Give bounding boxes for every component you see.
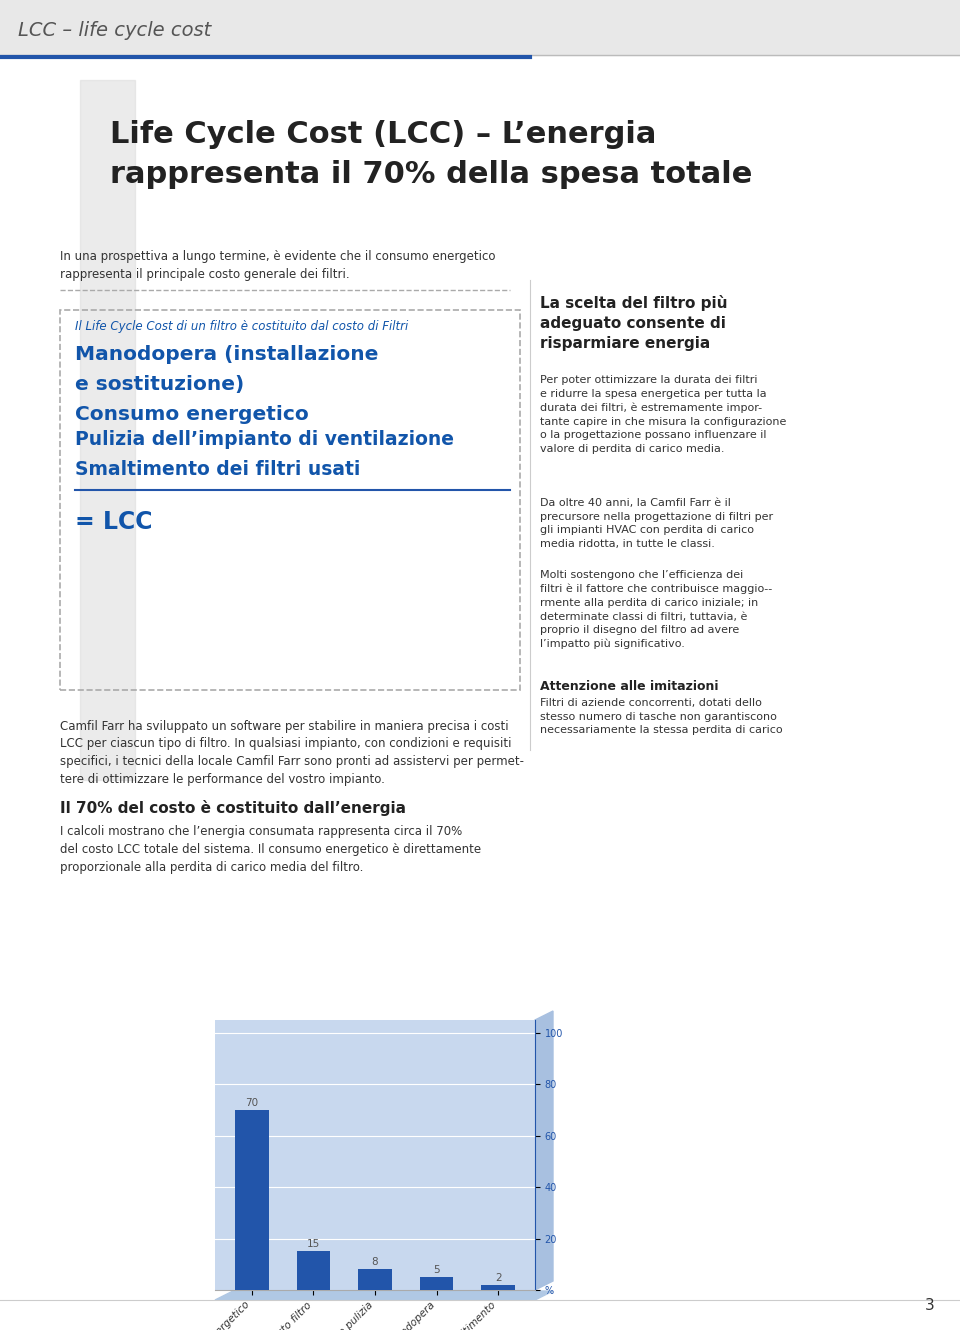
Bar <box>297 1252 330 1290</box>
Text: I calcoli mostrano che l’energia consumata rappresenta circa il 70%
del costo LC: I calcoli mostrano che l’energia consuma… <box>60 825 481 874</box>
Text: 3: 3 <box>925 1298 935 1313</box>
Text: Da oltre 40 anni, la Camfil Farr è il
precursore nella progettazione di filtri p: Da oltre 40 anni, la Camfil Farr è il pr… <box>540 497 773 549</box>
Bar <box>80 80 135 779</box>
Bar <box>0 0 960 55</box>
Text: Attenzione alle imitazioni: Attenzione alle imitazioni <box>540 680 718 693</box>
Bar <box>481 1285 515 1290</box>
Text: Life Cycle Cost (LCC) – L’energia: Life Cycle Cost (LCC) – L’energia <box>110 120 657 149</box>
Text: 8: 8 <box>372 1257 378 1267</box>
Text: Il Life Cycle Cost di un filtro è costituito dal costo di Filtri: Il Life Cycle Cost di un filtro è costit… <box>75 321 408 332</box>
Text: Pulizia dell’impianto di ventilazione: Pulizia dell’impianto di ventilazione <box>75 430 454 450</box>
Text: 70: 70 <box>246 1099 258 1108</box>
Text: rappresenta il 70% della spesa totale: rappresenta il 70% della spesa totale <box>110 160 753 189</box>
Bar <box>60 310 520 690</box>
Text: e sostituzione): e sostituzione) <box>75 375 244 394</box>
Bar <box>420 1277 453 1290</box>
Text: 15: 15 <box>307 1240 320 1249</box>
Text: 2: 2 <box>494 1273 501 1283</box>
Bar <box>235 1111 269 1290</box>
Bar <box>358 1269 392 1290</box>
Text: La scelta del filtro più
adeguato consente di
risparmiare energia: La scelta del filtro più adeguato consen… <box>540 295 728 351</box>
Text: In una prospettiva a lungo termine, è evidente che il consumo energetico
rappres: In una prospettiva a lungo termine, è ev… <box>60 250 495 281</box>
Text: Per poter ottimizzare la durata dei filtri
e ridurre la spesa energetica per tut: Per poter ottimizzare la durata dei filt… <box>540 375 786 454</box>
Text: 5: 5 <box>433 1265 440 1275</box>
Text: = LCC: = LCC <box>75 509 153 535</box>
Text: LCC per ciascun tipo di filtro. In qualsiasi impianto, con condizioni e requisit: LCC per ciascun tipo di filtro. In quals… <box>60 737 524 786</box>
Text: Camfil Farr ha sviluppato un software per stabilire in maniera precisa i costi: Camfil Farr ha sviluppato un software pe… <box>60 720 509 733</box>
Text: Molti sostengono che l’efficienza dei
filtri è il fattore che contribuisce maggi: Molti sostengono che l’efficienza dei fi… <box>540 571 772 649</box>
Text: LCC – life cycle cost: LCC – life cycle cost <box>18 20 211 40</box>
Polygon shape <box>535 1011 553 1290</box>
Text: Il 70% del costo è costituito dall’energia: Il 70% del costo è costituito dall’energ… <box>60 801 406 817</box>
Polygon shape <box>215 1291 553 1299</box>
Text: Filtri di aziende concorrenti, dotati dello
stesso numero di tasche non garantis: Filtri di aziende concorrenti, dotati de… <box>540 698 782 735</box>
Text: Consumo energetico: Consumo energetico <box>75 406 309 424</box>
Text: Smaltimento dei filtri usati: Smaltimento dei filtri usati <box>75 460 360 479</box>
Text: Manodopera (installazione: Manodopera (installazione <box>75 344 378 364</box>
